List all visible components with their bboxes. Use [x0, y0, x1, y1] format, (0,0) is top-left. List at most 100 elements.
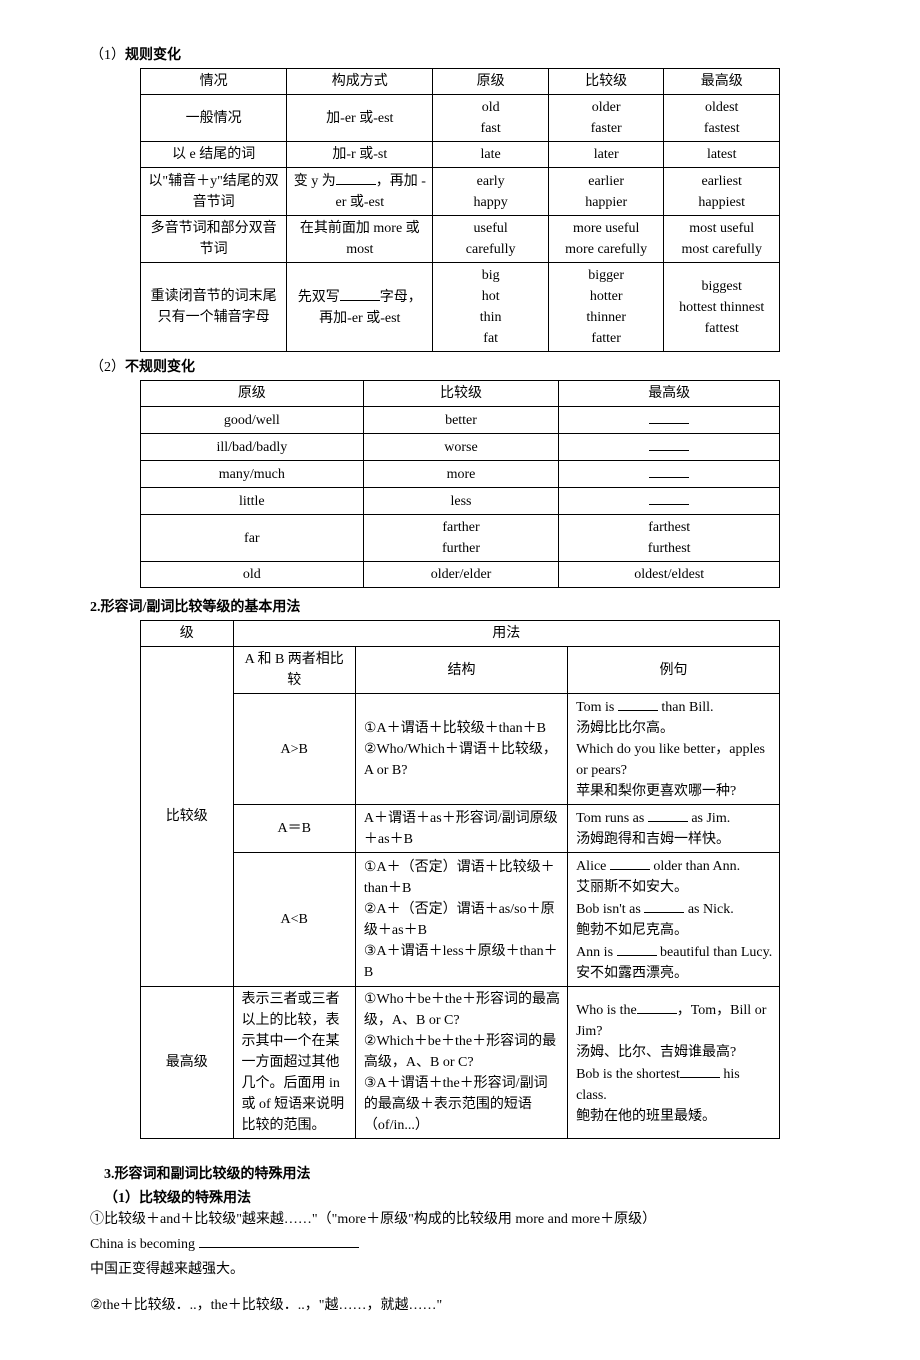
cell: 先双写字母，再加-er 或-est — [287, 263, 433, 352]
table-row: ill/bad/badlyworse — [141, 434, 780, 461]
cell: older/elder — [363, 562, 559, 588]
cell: old — [141, 562, 364, 588]
th-method: 构成方式 — [287, 69, 433, 95]
table-row: A>B ①A＋谓语＋比较级＋than＋B ②Who/Which＋谓语＋比较级，A… — [141, 694, 780, 805]
cell: farthest furthest — [559, 515, 780, 562]
th-level: 级 — [141, 621, 234, 647]
cell: more — [363, 461, 559, 488]
fill-blank[interactable] — [637, 999, 677, 1014]
subheader-structure: 结构 — [355, 647, 567, 694]
cell: oldest/eldest — [559, 562, 780, 588]
cell: bigger hotter thinner fatter — [548, 263, 664, 352]
cell: 以"辅音＋y"结尾的双音节词 — [141, 168, 287, 216]
th-usage: 用法 — [233, 621, 779, 647]
cell: less — [363, 488, 559, 515]
cell: A＋谓语＋as＋形容词/副词原级＋as＋B — [355, 805, 567, 853]
cell: ill/bad/badly — [141, 434, 364, 461]
table-row: 重读闭音节的词末尾只有一个辅音字母 先双写字母，再加-er 或-est big … — [141, 263, 780, 352]
cell: better — [363, 407, 559, 434]
table-row: 原级 比较级 最高级 — [141, 381, 780, 407]
cell — [559, 488, 780, 515]
cell: biggest hottest thinnest fattest — [664, 263, 780, 352]
table-row: 多音节词和部分双音节词 在其前面加 more 或 most useful car… — [141, 216, 780, 263]
table-2-irregular: 原级 比较级 最高级 good/wellbetter ill/bad/badly… — [140, 380, 780, 588]
table-1-rules: 情况 构成方式 原级 比较级 最高级 一般情况 加-er 或-est old f… — [140, 68, 780, 352]
cell: 变 y 为，再加 -er 或-est — [287, 168, 433, 216]
cell: worse — [363, 434, 559, 461]
th-superlative: 最高级 — [559, 381, 780, 407]
cell: ①A＋谓语＋比较级＋than＋B ②Who/Which＋谓语＋比较级，A or … — [355, 694, 567, 805]
fill-blank[interactable] — [649, 463, 689, 478]
fill-blank[interactable] — [610, 855, 650, 870]
section-3-title: 2.形容词/副词比较等级的基本用法 — [90, 596, 830, 616]
cell — [559, 407, 780, 434]
table-row: A＝B A＋谓语＋as＋形容词/副词原级＋as＋B Tom runs as as… — [141, 805, 780, 853]
cell: 加-er 或-est — [287, 95, 433, 142]
cell: 表示三者或三者以上的比较，表示其中一个在某一方面超过其他几个。后面用 in 或 … — [233, 987, 355, 1139]
cell: many/much — [141, 461, 364, 488]
cell: 一般情况 — [141, 95, 287, 142]
subheader-example: 例句 — [568, 647, 780, 694]
table-row: A<B ①A＋（否定）谓语＋比较级＋than＋B ②A＋（否定）谓语＋as/so… — [141, 853, 780, 987]
fill-blank[interactable] — [649, 409, 689, 424]
table-row: 情况 构成方式 原级 比较级 最高级 — [141, 69, 780, 95]
cell: latest — [664, 142, 780, 168]
th-situation: 情况 — [141, 69, 287, 95]
cell: little — [141, 488, 364, 515]
fill-blank[interactable] — [340, 286, 380, 301]
th-comparative: 比较级 — [363, 381, 559, 407]
section-2-title: （2）不规则变化 — [90, 356, 830, 376]
paragraph: China is becoming — [90, 1233, 830, 1256]
cell: late — [433, 142, 549, 168]
fill-blank[interactable] — [618, 696, 658, 711]
paragraph: ②the＋比较级．..，the＋比较级．..，"越……，就越……" — [90, 1295, 830, 1317]
cell: most useful most carefully — [664, 216, 780, 263]
cell: Tom runs as as Jim. 汤姆跑得和吉姆一样快。 — [568, 805, 780, 853]
cell: more useful more carefully — [548, 216, 664, 263]
cell: 多音节词和部分双音节词 — [141, 216, 287, 263]
cell: 在其前面加 more 或 most — [287, 216, 433, 263]
cell-level-superlative: 最高级 — [141, 987, 234, 1139]
table-row: 一般情况 加-er 或-est old fast older faster ol… — [141, 95, 780, 142]
cell: earlier happier — [548, 168, 664, 216]
fill-blank[interactable] — [336, 170, 376, 185]
cell: earliest happiest — [664, 168, 780, 216]
cell: 重读闭音节的词末尾只有一个辅音字母 — [141, 263, 287, 352]
cell: old fast — [433, 95, 549, 142]
cell: useful carefully — [433, 216, 549, 263]
fill-blank[interactable] — [680, 1063, 720, 1078]
cell: ①A＋（否定）谓语＋比较级＋than＋B ②A＋（否定）谓语＋as/so＋原级＋… — [355, 853, 567, 987]
cell: good/well — [141, 407, 364, 434]
fill-blank[interactable] — [649, 490, 689, 505]
table-row: farfarther furtherfarthest furthest — [141, 515, 780, 562]
paragraph: 中国正变得越来越强大。 — [90, 1259, 830, 1281]
cell: Tom is than Bill. 汤姆比比尔高。 Which do you l… — [568, 694, 780, 805]
cell: Alice older than Ann. 艾丽斯不如安大。 Bob isn't… — [568, 853, 780, 987]
table-row: 最高级 表示三者或三者以上的比较，表示其中一个在某一方面超过其他几个。后面用 i… — [141, 987, 780, 1139]
cell: oldest fastest — [664, 95, 780, 142]
th-positive: 原级 — [433, 69, 549, 95]
section-4-title: 3.形容词和副词比较级的特殊用法 — [104, 1163, 830, 1183]
cell: 加-r 或-st — [287, 142, 433, 168]
table-3-usage: 级 用法 比较级 A 和 B 两者相比较 结构 例句 A>B ①A＋谓语＋比较级… — [140, 620, 780, 1139]
cell: older faster — [548, 95, 664, 142]
table-row: 以 e 结尾的词 加-r 或-st late later latest — [141, 142, 780, 168]
cell-level-comparative: 比较级 — [141, 647, 234, 987]
section-1-title: （1）规则变化 — [90, 44, 830, 64]
th-comparative: 比较级 — [548, 69, 664, 95]
fill-blank[interactable] — [199, 1233, 359, 1248]
table-row: many/muchmore — [141, 461, 780, 488]
table-row: oldolder/elderoldest/eldest — [141, 562, 780, 588]
table-row: 比较级 A 和 B 两者相比较 结构 例句 — [141, 647, 780, 694]
cell: early happy — [433, 168, 549, 216]
paragraph: ①比较级＋and＋比较级"越来越……"（"more＋原级"构成的比较级用 mor… — [90, 1209, 830, 1231]
fill-blank[interactable] — [644, 898, 684, 913]
th-superlative: 最高级 — [664, 69, 780, 95]
fill-blank[interactable] — [648, 807, 688, 822]
cell — [559, 461, 780, 488]
cell: A>B — [233, 694, 355, 805]
cell: far — [141, 515, 364, 562]
fill-blank[interactable] — [617, 941, 657, 956]
fill-blank[interactable] — [649, 436, 689, 451]
table-row: good/wellbetter — [141, 407, 780, 434]
